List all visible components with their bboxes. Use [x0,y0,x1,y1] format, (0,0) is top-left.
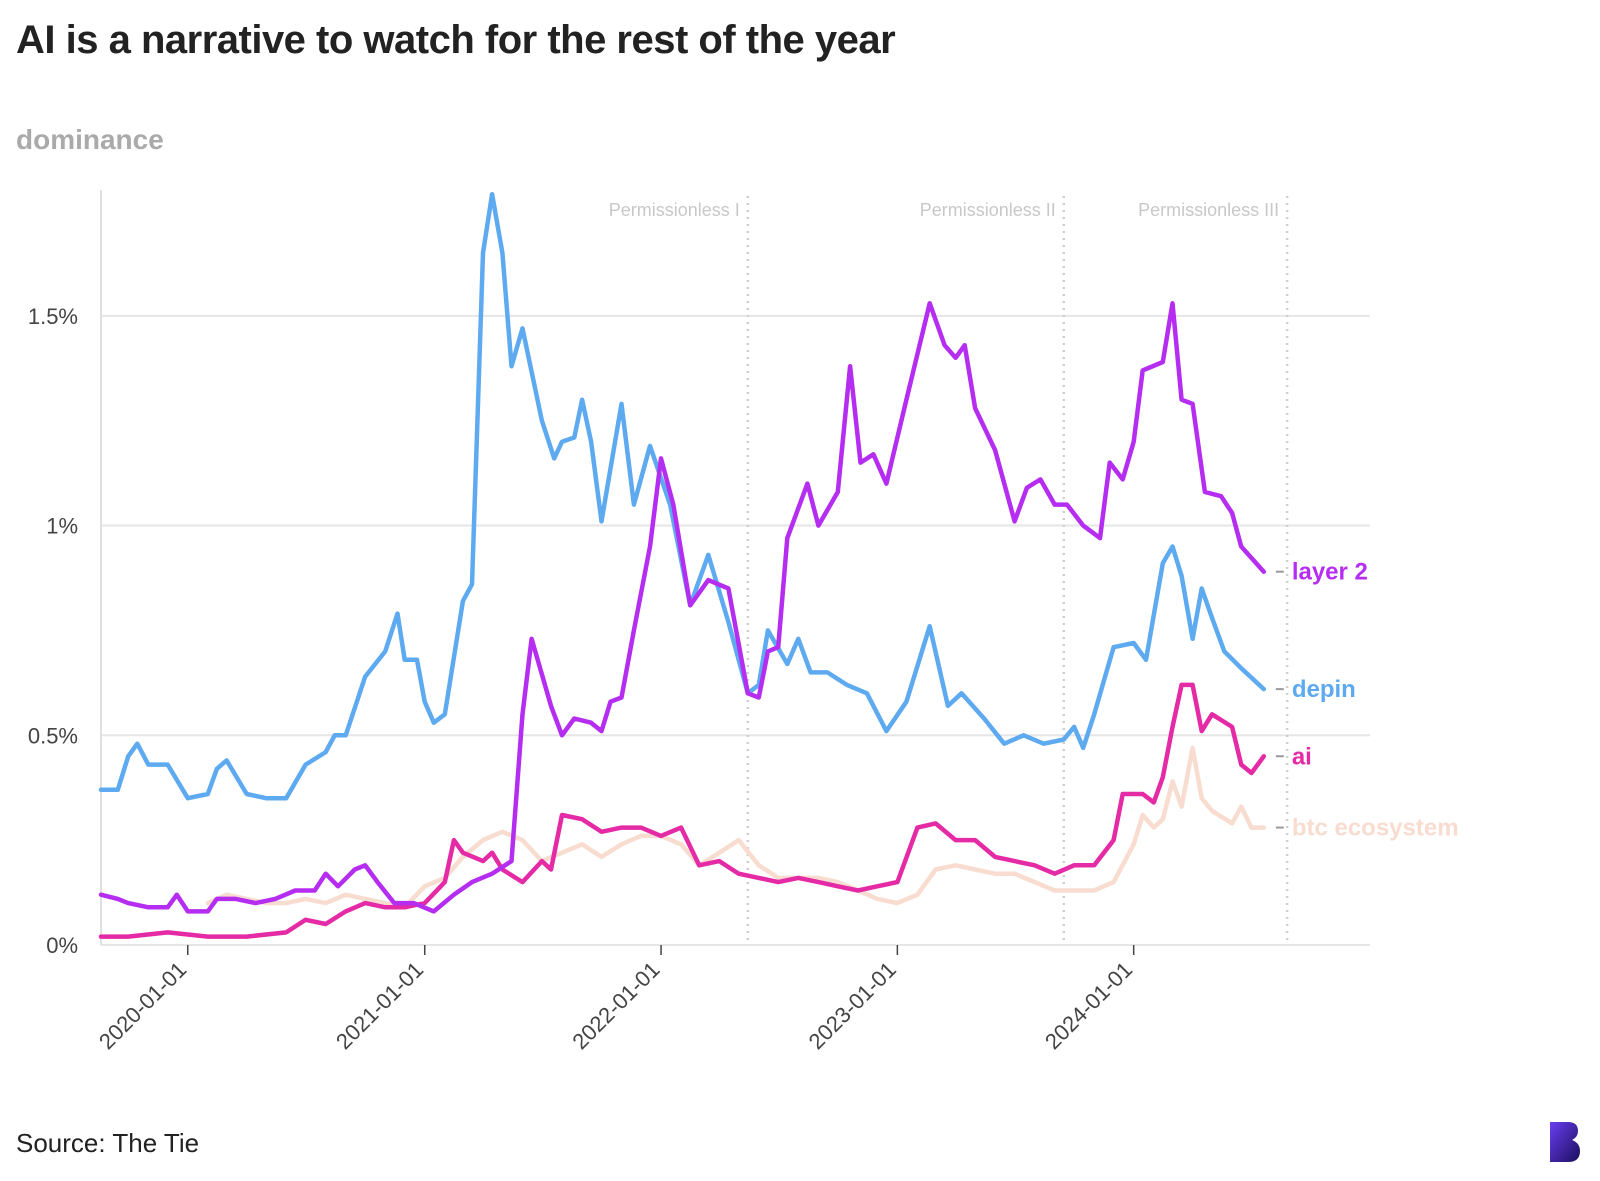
chart-title: AI is a narrative to watch for the rest … [16,18,896,62]
source-note: Source: The Tie [16,1128,200,1158]
y-tick-label: 0.5% [28,723,78,748]
series-line-btc-ecosystem [205,745,1267,910]
era-label: Permissionless III [1138,200,1279,220]
series-label-depin: depin [1292,676,1356,703]
x-tick-label: 2022-01-01 [567,957,664,1054]
x-tick-label: 2020-01-01 [94,957,191,1054]
era-label: Permissionless II [920,200,1056,220]
y-tick-label: 1% [46,514,78,539]
series-label-layer-2: layer 2 [1292,559,1368,586]
y-axis-title: dominance [16,124,164,155]
x-tick-label: 2023-01-01 [804,957,901,1054]
series-line-layer-2 [98,301,1267,914]
series-label-ai: ai [1292,743,1312,770]
x-tick-label: 2024-01-01 [1040,957,1137,1054]
x-tick-label: 2021-01-01 [331,957,428,1054]
era-label: Permissionless I [609,200,740,220]
series-label-btc-ecosystem: btc ecosystem [1292,815,1459,842]
series-line-ai [98,682,1267,939]
y-tick-label: 1.5% [28,304,78,329]
publisher-logo-icon [1550,1122,1580,1162]
y-tick-label: 0% [46,933,78,958]
series-line-depin [98,191,1267,801]
